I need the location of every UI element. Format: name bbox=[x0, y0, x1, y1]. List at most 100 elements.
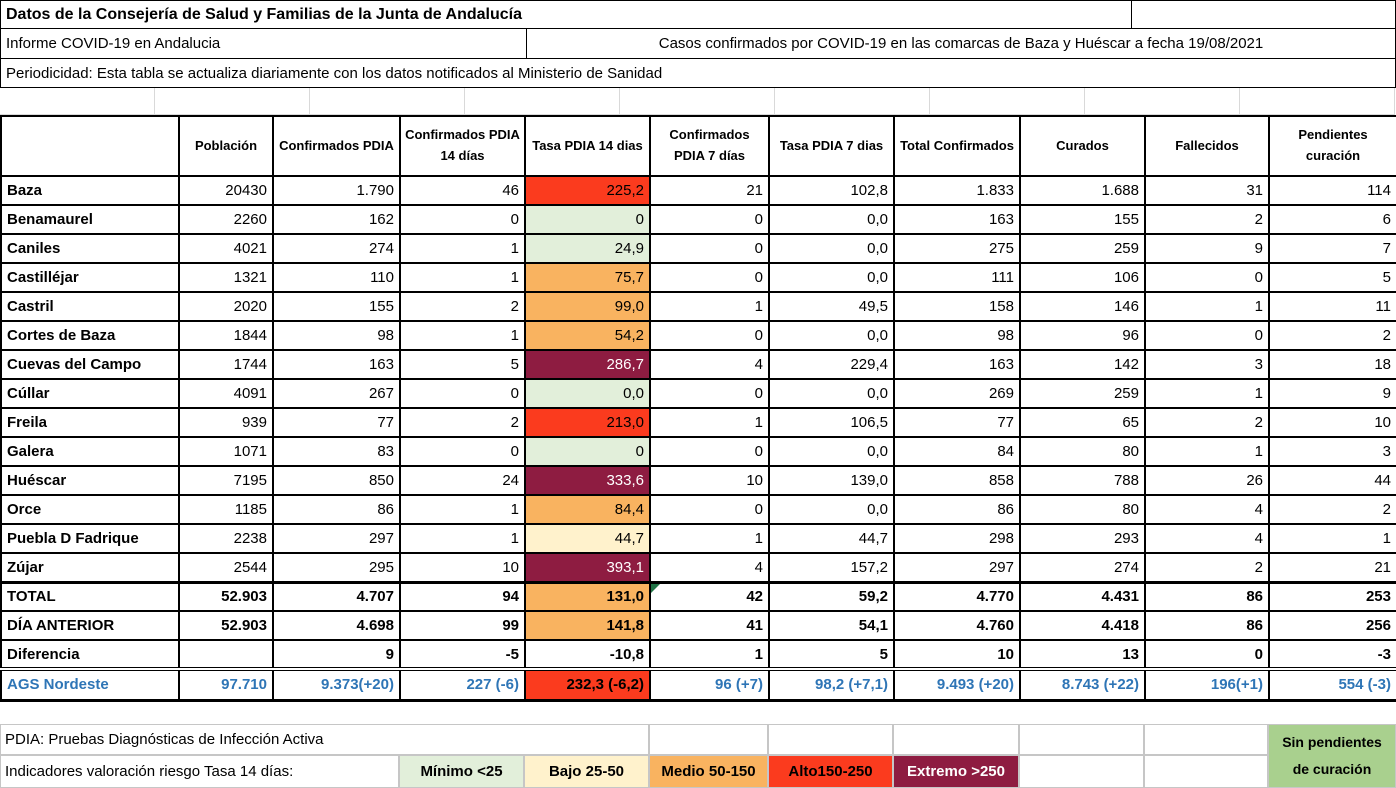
table-row: TOTAL 52.903 4.707 94 131,0 42 59,2 4.770 4.431 8… bbox=[0, 580, 1396, 612]
cell: 1 bbox=[649, 291, 770, 322]
cell: 0 bbox=[649, 204, 770, 235]
cell: 0 bbox=[649, 262, 770, 293]
cell: 21 bbox=[649, 175, 770, 206]
cell: 26 bbox=[1144, 465, 1270, 496]
cell: 275 bbox=[893, 233, 1021, 264]
cell: 3 bbox=[1144, 349, 1270, 380]
cell: 1321 bbox=[178, 262, 274, 293]
cell: 4 bbox=[1144, 494, 1270, 525]
page-title: Datos de la Consejería de Salud y Famili… bbox=[0, 1, 1132, 29]
cell: 24,9 bbox=[524, 233, 651, 264]
cell: 0 bbox=[1144, 320, 1270, 351]
cell: 297 bbox=[272, 523, 401, 554]
cell: 0 bbox=[399, 204, 526, 235]
column-header: Tasa PDIA 7 dias bbox=[768, 115, 895, 177]
cell: 158 bbox=[893, 291, 1021, 322]
cell: 44,7 bbox=[768, 523, 895, 554]
cell bbox=[178, 639, 274, 670]
cell: 102,8 bbox=[768, 175, 895, 206]
cell: 52.903 bbox=[178, 580, 274, 612]
row-name: Benamaurel bbox=[0, 204, 180, 235]
table-row: Freila 939 77 2 213,0 1 106,5 77 65 2 10 bbox=[0, 407, 1396, 438]
cell: 0 bbox=[524, 204, 651, 235]
cell: 0 bbox=[649, 436, 770, 467]
cell: 298 bbox=[893, 523, 1021, 554]
table-row: AGS Nordeste 97.710 9.373(+20) 227 (-6) 232,… bbox=[0, 667, 1396, 702]
cell: 0,0 bbox=[524, 378, 651, 409]
cell: 84 bbox=[893, 436, 1021, 467]
row-name: DÍA ANTERIOR bbox=[0, 610, 180, 641]
cell: 0,0 bbox=[768, 494, 895, 525]
cell: 83 bbox=[272, 436, 401, 467]
cell: 1 bbox=[399, 233, 526, 264]
cell: 96 (+7) bbox=[649, 667, 770, 702]
cell: 7 bbox=[1268, 233, 1396, 264]
table-row: Galera 1071 83 0 0 0 0,0 84 80 1 3 bbox=[0, 436, 1396, 467]
column-header: Total Confirmados bbox=[893, 115, 1021, 177]
row-name: Baza bbox=[0, 175, 180, 206]
table-row: Zújar 2544 295 10 393,1 4 157,2 297 274 2 21 bbox=[0, 552, 1396, 583]
cell: 10 bbox=[1268, 407, 1396, 438]
cell: 80 bbox=[1019, 436, 1146, 467]
cell: 4.760 bbox=[893, 610, 1021, 641]
row-name: TOTAL bbox=[0, 580, 180, 612]
cell: 850 bbox=[272, 465, 401, 496]
cell: 2 bbox=[399, 407, 526, 438]
cell: 225,2 bbox=[524, 175, 651, 206]
cell: 4 bbox=[649, 552, 770, 583]
cell: 6 bbox=[1268, 204, 1396, 235]
cell: 0,0 bbox=[768, 262, 895, 293]
legend-item: Mínimo <25 bbox=[399, 754, 524, 788]
cell: 18 bbox=[1268, 349, 1396, 380]
cell: 256 bbox=[1268, 610, 1396, 641]
cell: 9 bbox=[272, 639, 401, 670]
table-row: Cúllar 4091 267 0 0,0 0 0,0 269 259 1 9 bbox=[0, 378, 1396, 409]
cell: 9 bbox=[1144, 233, 1270, 264]
cell: 155 bbox=[1019, 204, 1146, 235]
cell: 0 bbox=[649, 320, 770, 351]
table-row: Caniles 4021 274 1 24,9 0 0,0 275 259 9 7 bbox=[0, 233, 1396, 264]
row-name: Huéscar bbox=[0, 465, 180, 496]
no-pending-note: Sin pendientes de curación bbox=[1268, 723, 1396, 788]
cell: 229,4 bbox=[768, 349, 895, 380]
cell: 46 bbox=[399, 175, 526, 206]
cell: -5 bbox=[399, 639, 526, 670]
row-name: AGS Nordeste bbox=[0, 667, 180, 702]
column-header: Confirmados PDIA 14 días bbox=[399, 115, 526, 177]
cell: 1 bbox=[399, 523, 526, 554]
cell: 1744 bbox=[178, 349, 274, 380]
cell: 155 bbox=[272, 291, 401, 322]
column-header: Curados bbox=[1019, 115, 1146, 177]
cell: 253 bbox=[1268, 580, 1396, 612]
cell: 0 bbox=[524, 436, 651, 467]
cell: 295 bbox=[272, 552, 401, 583]
table-row: Diferencia 9 -5 -10,8 1 5 10 13 0 -3 bbox=[0, 639, 1396, 670]
subtitle-row: Informe COVID-19 en Andalucia Casos conf… bbox=[0, 29, 1396, 59]
cell: 554 (-3) bbox=[1268, 667, 1396, 702]
cell: 5 bbox=[1268, 262, 1396, 293]
column-header: Fallecidos bbox=[1144, 115, 1270, 177]
cell: 157,2 bbox=[768, 552, 895, 583]
cell: 1.688 bbox=[1019, 175, 1146, 206]
cell: 2260 bbox=[178, 204, 274, 235]
cell: 1 bbox=[399, 262, 526, 293]
cell: 2020 bbox=[178, 291, 274, 322]
cell: 1 bbox=[649, 639, 770, 670]
cell: 1.833 bbox=[893, 175, 1021, 206]
cell: 146 bbox=[1019, 291, 1146, 322]
cell: 0 bbox=[399, 436, 526, 467]
cell: 0 bbox=[1144, 262, 1270, 293]
cell: 4.707 bbox=[272, 580, 401, 612]
cell: 24 bbox=[399, 465, 526, 496]
cell: 2 bbox=[399, 291, 526, 322]
footer-empty-cell bbox=[1019, 723, 1144, 755]
cell: 77 bbox=[272, 407, 401, 438]
cell: 1 bbox=[1144, 378, 1270, 409]
legend-item: Bajo 25-50 bbox=[524, 754, 649, 788]
cell: 111 bbox=[893, 262, 1021, 293]
cell: 274 bbox=[272, 233, 401, 264]
cell: 0 bbox=[399, 378, 526, 409]
cell: 114 bbox=[1268, 175, 1396, 206]
cell: 2544 bbox=[178, 552, 274, 583]
cell: 4.770 bbox=[893, 580, 1021, 612]
